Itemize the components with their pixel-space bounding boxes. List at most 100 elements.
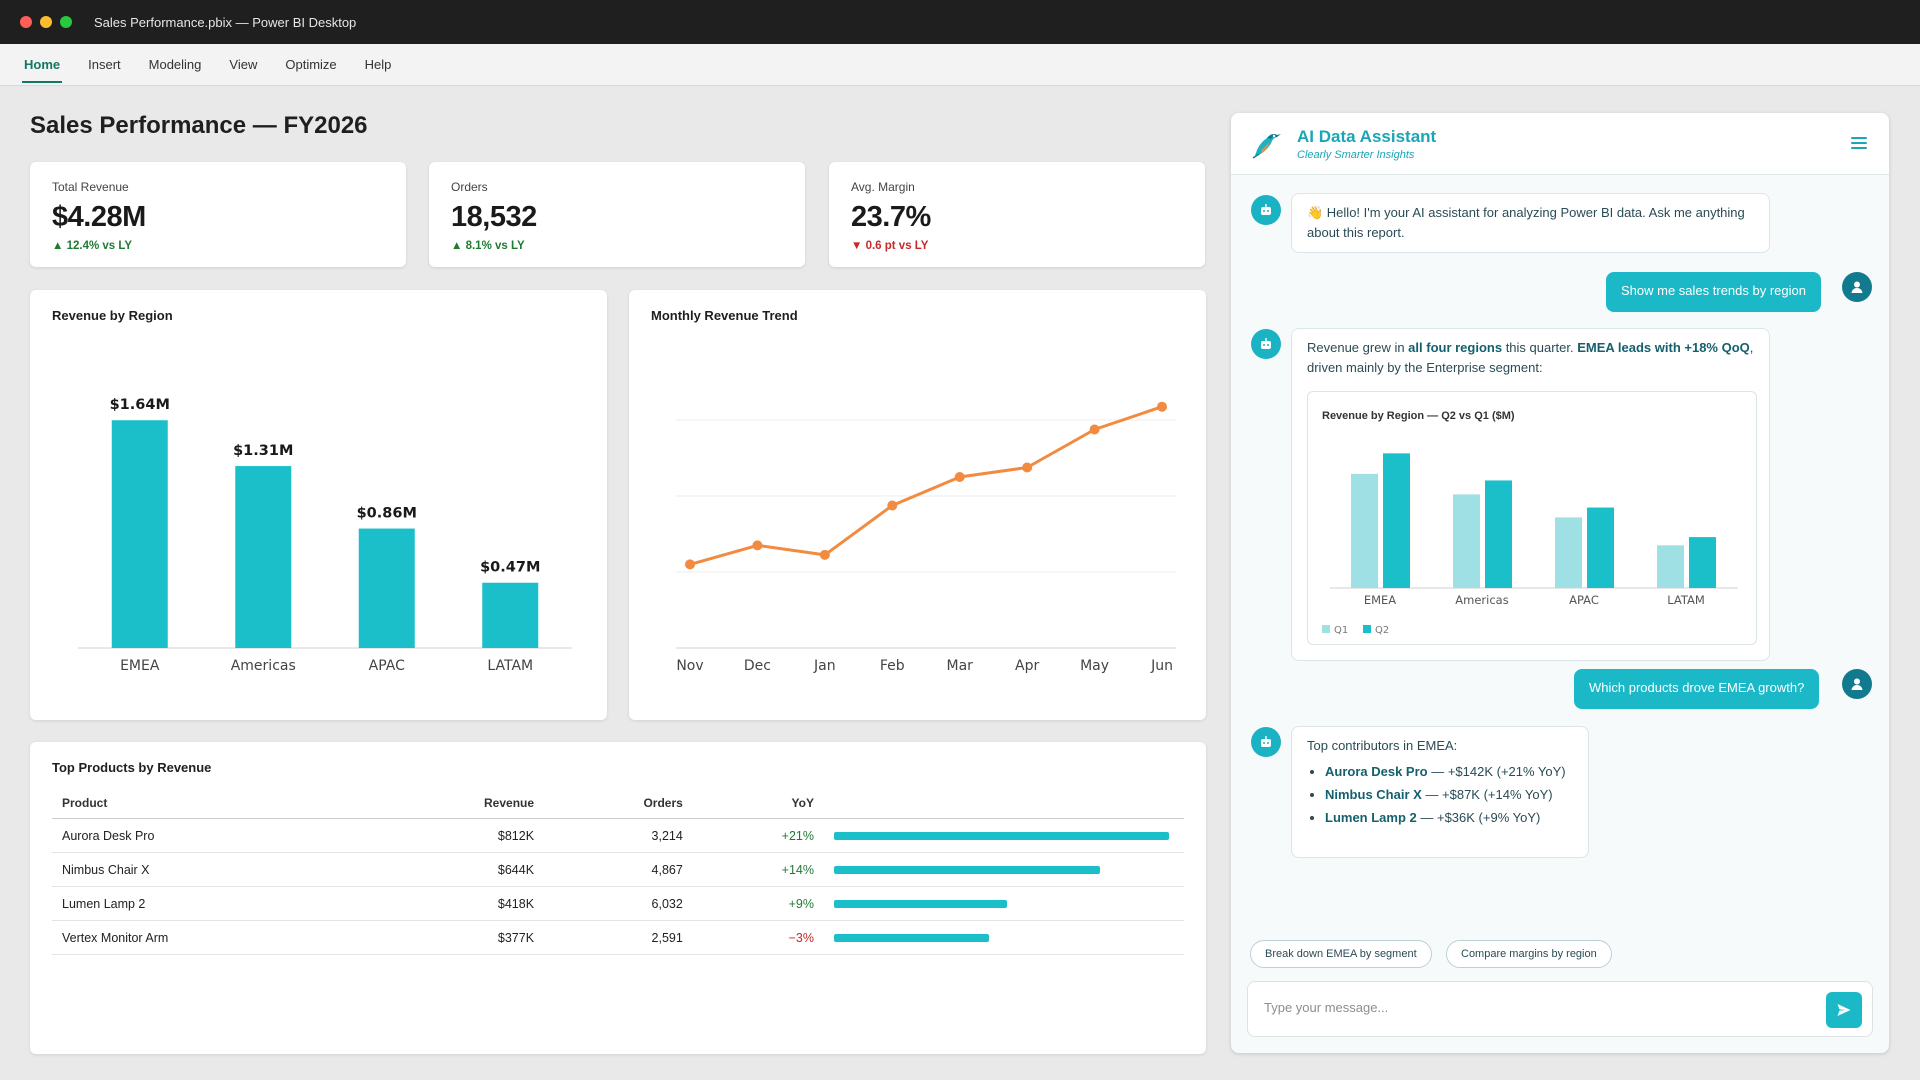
bar-q2: [1587, 507, 1614, 588]
cell-product: Aurora Desk Pro: [52, 818, 369, 853]
cell-orders: 2,591: [544, 920, 693, 955]
tick-label: Americas: [1455, 593, 1508, 607]
tab-help[interactable]: Help: [364, 57, 392, 72]
table-row[interactable]: Vertex Monitor Arm $377K 2,591 −3%: [52, 920, 1184, 955]
cell-product: Lumen Lamp 2: [52, 886, 369, 921]
table-row[interactable]: Aurora Desk Pro $812K 3,214 +21%: [52, 818, 1184, 853]
revenue-share-bar: [834, 899, 1007, 908]
kpi-label: Total Revenue: [52, 180, 129, 194]
revenue-share-bar: [834, 831, 1169, 840]
kpi-label: Orders: [451, 180, 488, 194]
suggestion-chip-breakdown-emea[interactable]: Break down EMEA by segment: [1250, 940, 1432, 968]
legend-swatch: [1322, 625, 1330, 633]
assistant-subtitle: Clearly Smarter Insights: [1297, 149, 1415, 161]
list-item: Nimbus Chair X — +$87K (+14% YoY): [1325, 783, 1573, 806]
table-row[interactable]: Lumen Lamp 2 $418K 6,032 +9%: [52, 886, 1184, 921]
monthly-revenue-trend-visual[interactable]: Monthly Revenue Trend Nov Dec Jan Feb Mar Apr…: [629, 290, 1206, 720]
column-header-product[interactable]: Product: [52, 788, 369, 819]
tick-label: May: [1080, 658, 1109, 674]
reply-text: , driven mainly by the Enterprise segmen…: [1307, 340, 1754, 375]
data-point: [819, 549, 830, 560]
contributor-list: Aurora Desk Pro — +$142K (+21% YoY) Nimb…: [1307, 760, 1573, 829]
kpi-delta: ▲ 12.4% vs LY: [52, 240, 133, 252]
table-header-row: Product Revenue Orders YoY: [52, 788, 1184, 819]
q2-vs-q1-chart: EMEA Americas APAC LATAM Q1 Q2: [1322, 453, 1738, 636]
tab-home[interactable]: Home: [21, 44, 63, 85]
legend-entry: Q2: [1375, 625, 1389, 636]
cell-revenue: $377K: [368, 920, 545, 955]
bar: [111, 420, 168, 648]
user-message: Show me sales trends by region: [1606, 272, 1821, 312]
kpi-card-orders[interactable]: Orders 18,532 ▲ 8.1% vs LY: [429, 162, 805, 267]
cell-revenue-bar: [824, 818, 1184, 853]
cell-yoy: −3%: [692, 920, 824, 955]
bar-q1: [1555, 517, 1582, 588]
bar-q1: [1453, 494, 1480, 588]
tab-modeling[interactable]: Modeling: [148, 57, 202, 72]
table-title: Top Products by Revenue: [52, 760, 212, 775]
suggestion-chip-compare-margins[interactable]: Compare margins by region: [1446, 940, 1612, 968]
cell-orders: 6,032: [544, 886, 693, 921]
revenue-share-bar: [834, 933, 990, 942]
tick-label: Apr: [1015, 658, 1039, 674]
bot-message-with-chart: Revenue grew in all four regions this qu…: [1291, 328, 1770, 661]
window-title: Sales Performance.pbix — Power BI Deskto…: [94, 14, 357, 30]
bar: [358, 528, 415, 648]
minimize-window-button[interactable]: [40, 16, 52, 28]
reply-text: this quarter.: [1502, 340, 1578, 355]
data-point: [685, 559, 695, 570]
bar: [482, 582, 539, 648]
q2-vs-q1-chart-card[interactable]: Revenue by Region — Q2 vs Q1 ($M) EMEA Am…: [1307, 391, 1757, 645]
column-header-yoy[interactable]: YoY: [692, 788, 824, 819]
legend-swatch: [1363, 625, 1371, 633]
close-window-button[interactable]: [20, 16, 32, 28]
hamburger-menu-icon[interactable]: [1851, 137, 1867, 149]
data-label: $0.86M: [357, 506, 417, 522]
revenue-by-region-chart: $1.64M EMEA $1.31M Americas $0.86M APAC $0.47M…: [78, 397, 572, 674]
bar-q2: [1689, 537, 1716, 588]
send-button[interactable]: [1826, 992, 1862, 1028]
cell-yoy: +9%: [692, 886, 824, 921]
cell-orders: 4,867: [544, 852, 693, 887]
data-point: [887, 500, 898, 511]
data-label: $0.47M: [480, 560, 540, 576]
message-input-container: [1247, 981, 1873, 1037]
kpi-card-avg-margin[interactable]: Avg. Margin 23.7% ▼ 0.6 pt vs LY: [829, 162, 1205, 267]
kpi-value: 18,532: [451, 201, 537, 233]
bot-avatar-icon: [1251, 195, 1281, 225]
cell-revenue: $644K: [368, 852, 545, 887]
tab-optimize[interactable]: Optimize: [285, 57, 337, 72]
reply-intro: Top contributors in EMEA:: [1307, 738, 1458, 753]
revenue-share-bar: [834, 865, 1100, 874]
data-point: [1022, 462, 1033, 473]
revenue-by-region-visual[interactable]: Revenue by Region $1.64M EMEA $1.31M Americ…: [30, 290, 607, 720]
legend-entry: Q1: [1334, 625, 1348, 636]
data-label: $1.64M: [110, 397, 170, 413]
kingfisher-logo-icon: [1252, 134, 1281, 159]
cell-revenue: $812K: [368, 818, 545, 853]
kpi-card-total-revenue[interactable]: Total Revenue $4.28M ▲ 12.4% vs LY: [30, 162, 406, 267]
bar-q1: [1351, 473, 1378, 588]
series-line: [689, 405, 1163, 566]
tab-view[interactable]: View: [229, 57, 258, 72]
column-header-bar: [824, 788, 1184, 819]
cell-yoy: +21%: [692, 818, 824, 853]
reply-text: Revenue grew in: [1307, 340, 1409, 355]
chart-title: Monthly Revenue Trend: [651, 308, 798, 323]
tab-insert[interactable]: Insert: [88, 57, 121, 72]
kpi-delta: ▲ 8.1% vs LY: [451, 240, 525, 252]
column-header-orders[interactable]: Orders: [544, 788, 693, 819]
tick-label: APAC: [1569, 593, 1599, 607]
list-item: Lumen Lamp 2 — +$36K (+9% YoY): [1325, 806, 1573, 829]
maximize-window-button[interactable]: [60, 16, 72, 28]
data-point: [954, 472, 965, 482]
table-row[interactable]: Nimbus Chair X $644K 4,867 +14%: [52, 852, 1184, 887]
cell-yoy: +14%: [692, 852, 824, 887]
reply-highlight: EMEA leads with +18% QoQ: [1577, 340, 1750, 355]
message-input[interactable]: [1264, 1000, 1804, 1015]
ai-assistant-panel: AI Data Assistant Clearly Smarter Insigh…: [1231, 113, 1889, 1053]
top-products-visual[interactable]: Top Products by Revenue Product Revenue …: [30, 742, 1206, 1054]
ribbon-tabs: Home Insert Modeling View Optimize Help: [0, 44, 1920, 86]
cell-product: Vertex Monitor Arm: [52, 920, 369, 955]
column-header-revenue[interactable]: Revenue: [368, 788, 545, 819]
